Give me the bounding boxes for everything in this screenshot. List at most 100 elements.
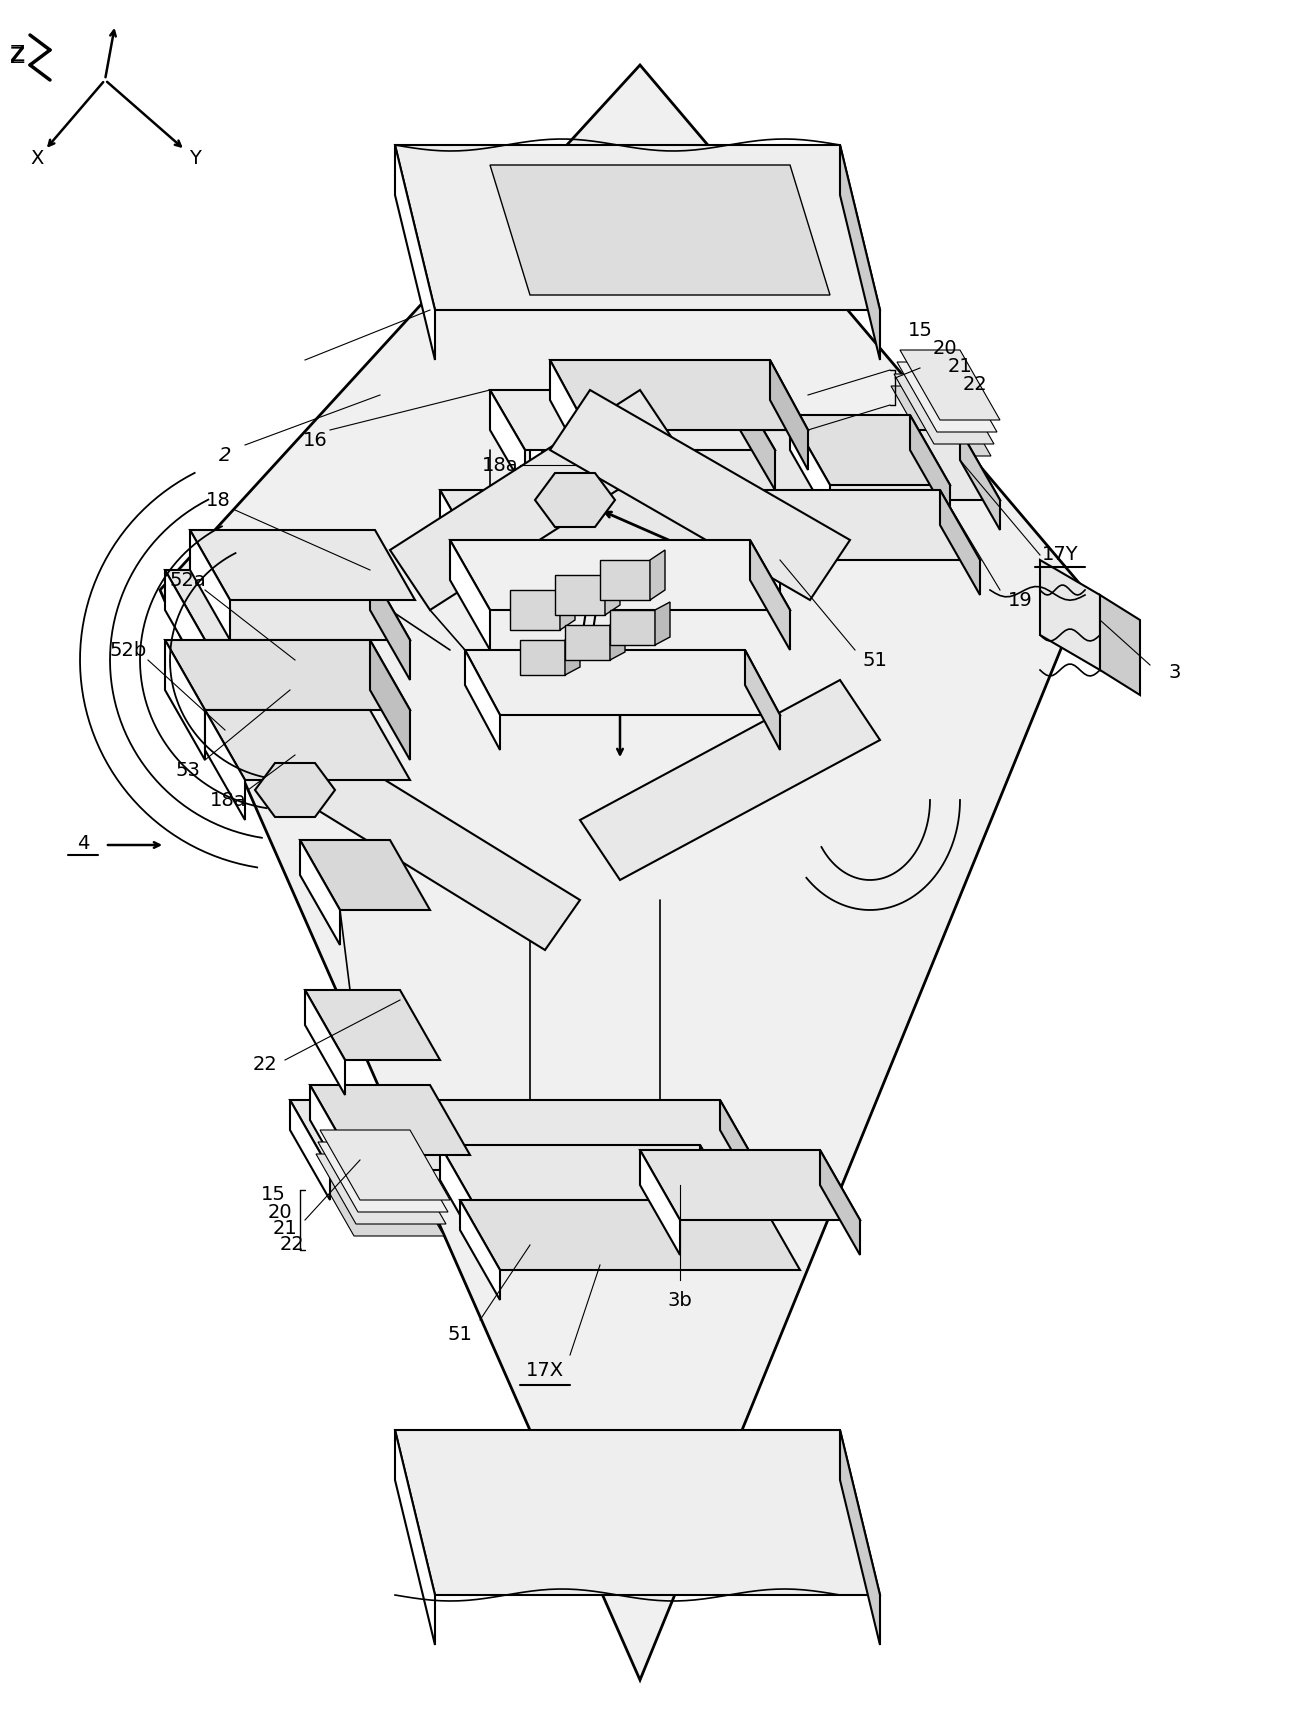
Polygon shape <box>891 387 990 456</box>
Text: 17X: 17X <box>526 1361 564 1380</box>
Text: 22: 22 <box>252 1055 278 1074</box>
Polygon shape <box>290 1100 760 1169</box>
Polygon shape <box>700 1145 740 1250</box>
Text: 51: 51 <box>862 651 887 670</box>
Text: 18a: 18a <box>209 791 246 810</box>
Polygon shape <box>790 414 830 520</box>
Text: 22: 22 <box>962 375 988 394</box>
Polygon shape <box>490 390 525 490</box>
Polygon shape <box>206 710 244 820</box>
Polygon shape <box>610 617 625 660</box>
Polygon shape <box>465 649 780 715</box>
Polygon shape <box>640 1150 860 1219</box>
Polygon shape <box>290 1100 330 1200</box>
Polygon shape <box>565 625 610 660</box>
Text: 16: 16 <box>303 430 327 449</box>
Text: 17Y: 17Y <box>1042 546 1078 565</box>
Text: 3: 3 <box>1169 663 1182 682</box>
Polygon shape <box>390 390 680 610</box>
Text: 52a: 52a <box>169 570 207 589</box>
Polygon shape <box>1040 560 1100 670</box>
Polygon shape <box>394 145 881 311</box>
Polygon shape <box>790 414 950 485</box>
Polygon shape <box>394 145 434 359</box>
Polygon shape <box>370 641 410 760</box>
Text: 52b: 52b <box>110 641 146 660</box>
Text: 3b: 3b <box>667 1290 692 1309</box>
Polygon shape <box>640 1150 680 1256</box>
Polygon shape <box>740 490 980 560</box>
Polygon shape <box>440 490 480 596</box>
Text: 19: 19 <box>1007 591 1032 610</box>
Polygon shape <box>771 359 808 470</box>
Text: 18: 18 <box>206 490 230 509</box>
Text: 4: 4 <box>76 834 89 853</box>
Polygon shape <box>897 363 997 432</box>
Polygon shape <box>284 739 581 950</box>
Polygon shape <box>530 430 999 501</box>
Polygon shape <box>394 1430 881 1596</box>
Polygon shape <box>959 430 999 530</box>
Polygon shape <box>650 549 665 599</box>
Polygon shape <box>166 570 206 680</box>
Text: X: X <box>30 149 44 168</box>
Polygon shape <box>465 649 500 750</box>
Polygon shape <box>305 990 440 1060</box>
Polygon shape <box>310 1085 469 1155</box>
Text: 2: 2 <box>219 446 231 465</box>
Text: Z: Z <box>10 45 26 66</box>
Polygon shape <box>740 490 780 596</box>
Polygon shape <box>440 490 740 560</box>
Polygon shape <box>656 603 670 644</box>
Polygon shape <box>900 351 999 420</box>
Polygon shape <box>314 1166 443 1237</box>
Polygon shape <box>440 1145 740 1216</box>
Polygon shape <box>394 1430 434 1646</box>
Polygon shape <box>610 610 656 644</box>
Polygon shape <box>310 1085 350 1190</box>
Polygon shape <box>605 565 621 615</box>
Polygon shape <box>893 375 994 444</box>
Polygon shape <box>550 359 808 430</box>
Text: 21: 21 <box>948 356 972 375</box>
Polygon shape <box>530 430 570 530</box>
Polygon shape <box>300 839 340 945</box>
Text: Y: Y <box>189 149 200 168</box>
Polygon shape <box>166 641 410 710</box>
Polygon shape <box>160 66 1085 1680</box>
Polygon shape <box>581 680 881 881</box>
Polygon shape <box>166 570 410 641</box>
Text: 15: 15 <box>261 1185 286 1204</box>
Polygon shape <box>565 632 581 675</box>
Polygon shape <box>560 580 575 630</box>
Polygon shape <box>490 390 775 451</box>
Polygon shape <box>450 541 490 649</box>
Text: 21: 21 <box>273 1219 297 1238</box>
Polygon shape <box>550 359 588 470</box>
Polygon shape <box>440 1145 480 1250</box>
Polygon shape <box>490 166 830 295</box>
Text: 15: 15 <box>908 321 932 340</box>
Polygon shape <box>940 490 980 596</box>
Polygon shape <box>300 839 431 910</box>
Polygon shape <box>190 530 415 599</box>
Polygon shape <box>555 575 605 615</box>
Polygon shape <box>720 1100 760 1200</box>
Text: 18a: 18a <box>482 456 518 475</box>
Polygon shape <box>745 649 780 750</box>
Text: 22: 22 <box>279 1235 304 1254</box>
Polygon shape <box>700 490 740 596</box>
Polygon shape <box>535 473 615 527</box>
Polygon shape <box>166 641 206 760</box>
Polygon shape <box>740 390 775 490</box>
Polygon shape <box>820 1150 860 1256</box>
Polygon shape <box>460 1200 800 1269</box>
Polygon shape <box>600 560 650 599</box>
Polygon shape <box>520 641 565 675</box>
Polygon shape <box>305 990 345 1095</box>
Polygon shape <box>318 1142 447 1212</box>
Polygon shape <box>840 145 881 359</box>
Polygon shape <box>190 530 230 641</box>
Polygon shape <box>1100 596 1140 694</box>
Text: 20: 20 <box>932 338 957 357</box>
